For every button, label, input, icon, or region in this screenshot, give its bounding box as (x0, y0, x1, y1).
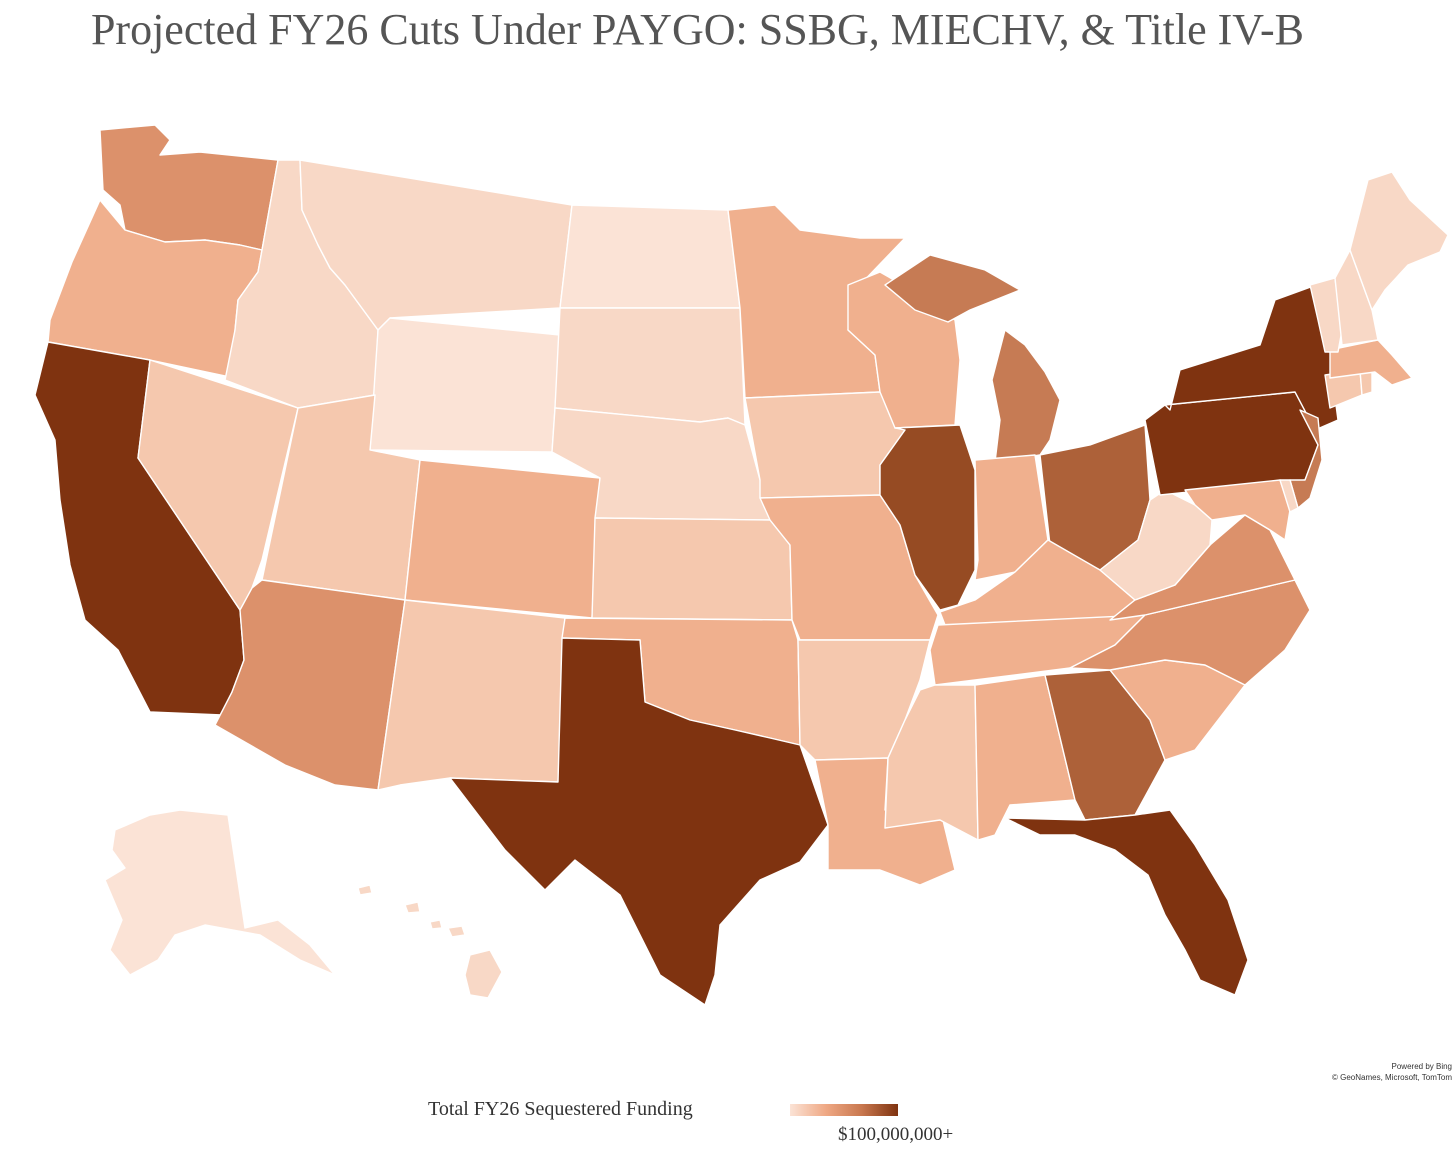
state-co[interactable] (404, 459, 601, 619)
legend-title: Total FY26 Sequestered Funding (428, 1098, 693, 1120)
state-ak[interactable] (104, 809, 336, 976)
state-tx[interactable] (449, 637, 829, 1006)
state-hi[interactable] (357, 884, 503, 999)
attribution-powered-by: Powered by Bing (1391, 1062, 1452, 1071)
state-nc[interactable] (1069, 579, 1311, 686)
state-nd[interactable] (559, 204, 741, 309)
attribution-credits: © GeoNames, Microsoft, TomTom (1332, 1073, 1452, 1082)
state-nm[interactable] (377, 599, 566, 791)
state-ks[interactable] (591, 517, 793, 621)
state-me[interactable] (1349, 171, 1449, 311)
map-title: Projected FY26 Cuts Under PAYGO: SSBG, M… (90, 5, 1305, 54)
legend-color-ramp (790, 1104, 898, 1116)
state-mi[interactable] (884, 254, 1061, 463)
state-nh[interactable] (1334, 249, 1379, 346)
state-ma[interactable] (1329, 339, 1413, 386)
state-de[interactable] (1279, 479, 1299, 513)
state-az[interactable] (214, 579, 406, 791)
map-attribution: Powered by Bing © GeoNames, Microsoft, T… (1332, 1061, 1452, 1083)
state-fl[interactable] (1004, 809, 1249, 996)
state-sd[interactable] (554, 307, 746, 426)
legend-max-label: $100,000,000+ (838, 1124, 954, 1145)
state-il[interactable] (879, 424, 976, 611)
state-wy[interactable] (369, 317, 561, 453)
